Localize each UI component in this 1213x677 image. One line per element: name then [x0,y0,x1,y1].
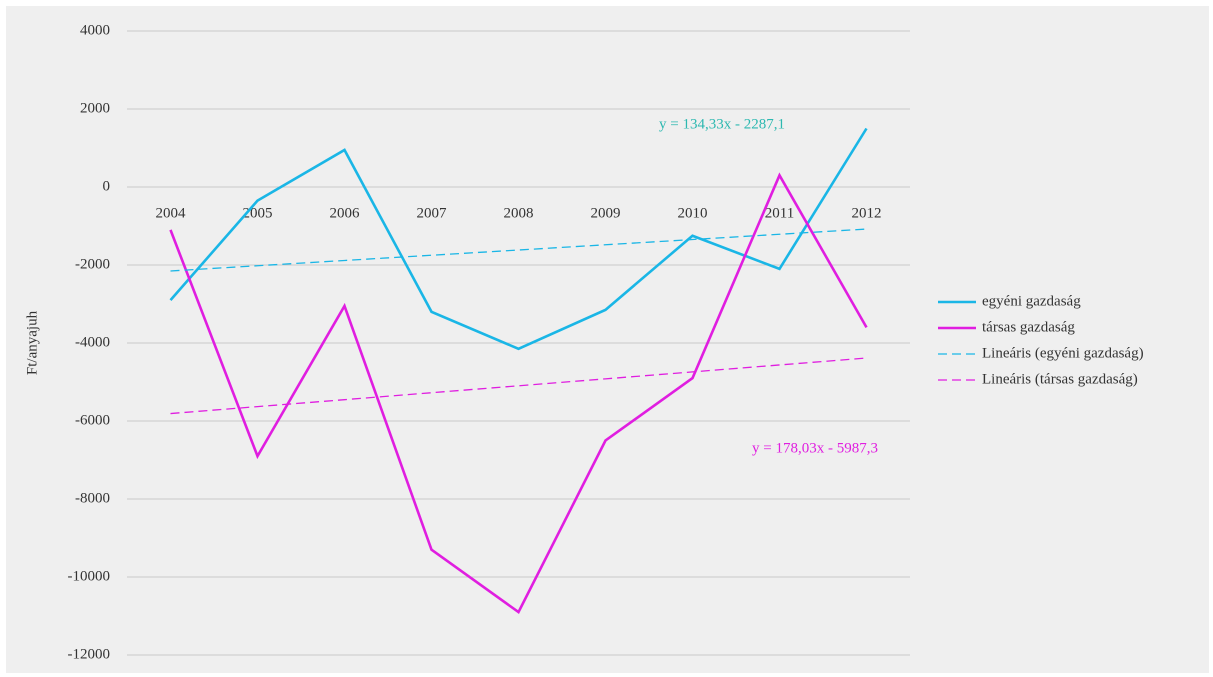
trend-line [170,357,867,415]
x-tick-label: 2004 [156,205,187,221]
legend-label: társas gazdaság [982,319,1075,335]
annotation: y = 134,33x - 2287,1 [659,116,785,132]
trend-line [170,228,867,272]
y-tick-label: -6000 [75,412,110,428]
x-tick-label: 2010 [678,205,708,221]
y-tick-label: 4000 [80,22,110,38]
y-tick-label: -12000 [68,646,111,662]
x-tick-label: 2011 [765,205,794,221]
x-tick-label: 2007 [417,205,448,221]
y-tick-label: 2000 [80,100,110,116]
y-tick-label: 0 [103,178,111,194]
x-tick-label: 2009 [591,205,621,221]
x-tick-label: 2006 [330,205,361,221]
y-tick-label: -2000 [75,256,110,272]
chart-background [6,6,1209,673]
series-line [169,172,868,615]
series-line [169,127,868,351]
y-tick-label: -10000 [68,568,111,584]
x-tick-label: 2012 [852,205,882,221]
legend-label: Lineáris (társas gazdaság) [982,371,1138,387]
legend-label: Lineáris (egyéni gazdaság) [982,345,1144,361]
legend-label: egyéni gazdaság [982,293,1081,309]
y-axis-label: Ft/anyajuh [24,310,40,375]
x-tick-label: 2008 [504,205,534,221]
y-tick-label: -4000 [75,334,110,350]
annotation: y = 178,03x - 5987,3 [752,440,878,456]
y-tick-label: -8000 [75,490,110,506]
